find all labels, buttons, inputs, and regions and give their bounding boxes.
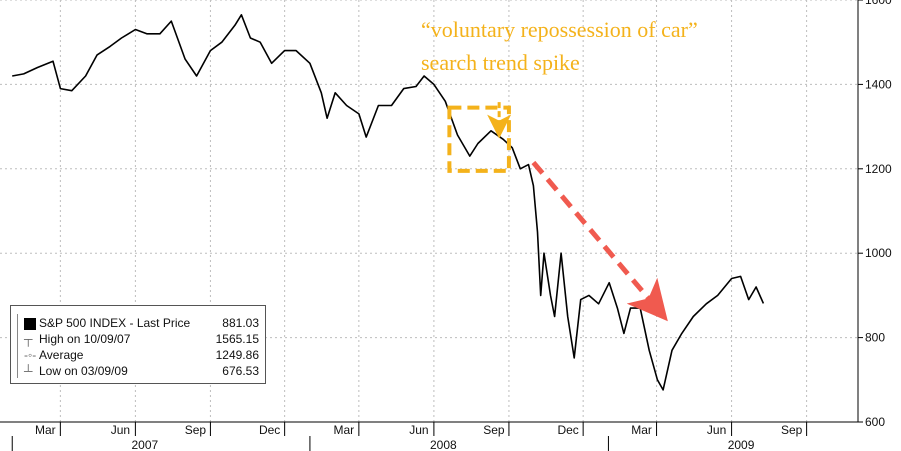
annotation-line-2: search trend spike [421,50,580,75]
series-line-sp500 [12,14,765,391]
x-tick-label: Mar [631,423,652,437]
y-tick-label: 1600 [865,0,892,7]
legend-entry-high: ┬ High on 10/09/07 1565.15 [11,332,265,348]
legend-tree-line [17,314,18,378]
year-label: 2007 [132,438,159,451]
average-marker-icon: -◦- [24,348,37,362]
x-tick-label: Sep [781,423,803,437]
y-tick-label: 1200 [865,162,892,176]
x-tick-label: Dec [557,423,578,437]
legend: S&P 500 INDEX - Last Price 881.03 ┬ High… [10,305,266,384]
year-label: 2008 [430,438,457,451]
legend-entry-last-price: S&P 500 INDEX - Last Price 881.03 [11,316,265,332]
x-axis: Mar Jun Sep Dec Mar Jun Sep Dec Mar Jun Sep 2007 200… [11,422,808,451]
legend-entry-low: ┴ Low on 03/09/09 676.53 [11,364,265,380]
highlight-box [447,105,511,173]
x-tick-label: Mar [35,423,56,437]
legend-value: 1249.86 [215,348,259,362]
legend-value: 1565.15 [215,332,259,346]
square-icon [24,318,36,330]
y-axis: 600 800 1000 1200 1400 1600 [858,0,892,429]
legend-entry-average: -◦- Average 1249.86 [11,348,265,364]
high-marker-icon: ┬ [24,332,33,346]
decline-arrow [531,160,668,322]
x-tick-label: Jun [111,423,130,437]
legend-label: Average [39,348,84,362]
legend-label: Low on 03/09/09 [39,364,128,378]
x-tick-label: Dec [259,423,280,437]
x-tick-label: Jun [409,423,428,437]
y-tick-label: 1400 [865,77,892,91]
y-tick-label: 800 [865,331,885,345]
annotation-line-1: “voluntary repossession of car” [421,17,698,42]
x-tick-label: Mar [334,423,355,437]
low-marker-icon: ┴ [24,364,33,378]
legend-label: High on 10/09/07 [39,332,131,346]
legend-value: 676.53 [222,364,259,378]
y-tick-label: 600 [865,415,885,429]
x-tick-label: Sep [185,423,207,437]
x-tick-label: Jun [707,423,726,437]
y-tick-label: 1000 [865,246,892,260]
year-label: 2009 [728,438,755,451]
annotation-layer [447,102,668,322]
x-tick-label: Sep [483,423,505,437]
legend-label: S&P 500 INDEX - Last Price [39,316,191,330]
legend-value: 881.03 [222,316,259,330]
